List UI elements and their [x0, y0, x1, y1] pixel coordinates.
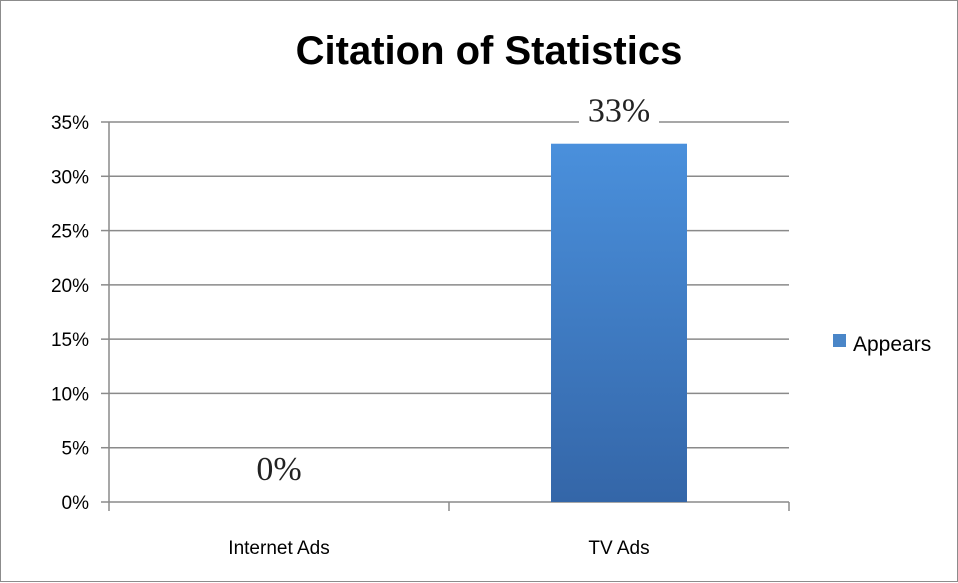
- y-tick-label: 35%: [51, 113, 89, 134]
- y-tick-label: 20%: [51, 276, 89, 297]
- gridlines: [109, 121, 789, 449]
- y-tick-label: 5%: [62, 439, 90, 460]
- data-labels: 0% 33%: [239, 90, 659, 488]
- data-label-background: [579, 90, 659, 129]
- bars: [551, 143, 687, 502]
- y-tick-label: 0%: [62, 493, 90, 514]
- data-label-background: [239, 449, 319, 487]
- y-tick-labels: 0% 5% 10% 15% 20% 25% 30% 35%: [51, 113, 89, 514]
- bar-tv-ads: [551, 143, 687, 502]
- data-label: 0%: [256, 451, 301, 488]
- legend-swatch-appears: [833, 334, 846, 347]
- x-category-label: Internet Ads: [228, 538, 329, 559]
- x-category-label: TV Ads: [588, 538, 649, 559]
- x-category-labels: Internet Ads TV Ads: [228, 538, 649, 559]
- y-tick-label: 25%: [51, 222, 89, 243]
- legend-label-appears: Appears: [853, 333, 931, 356]
- y-tick-label: 10%: [51, 384, 89, 405]
- legend: Appears: [833, 333, 931, 356]
- y-tick-label: 15%: [51, 330, 89, 351]
- data-label: 33%: [588, 93, 650, 130]
- chart-title: Citation of Statistics: [296, 29, 683, 73]
- y-tick-label: 30%: [51, 167, 89, 188]
